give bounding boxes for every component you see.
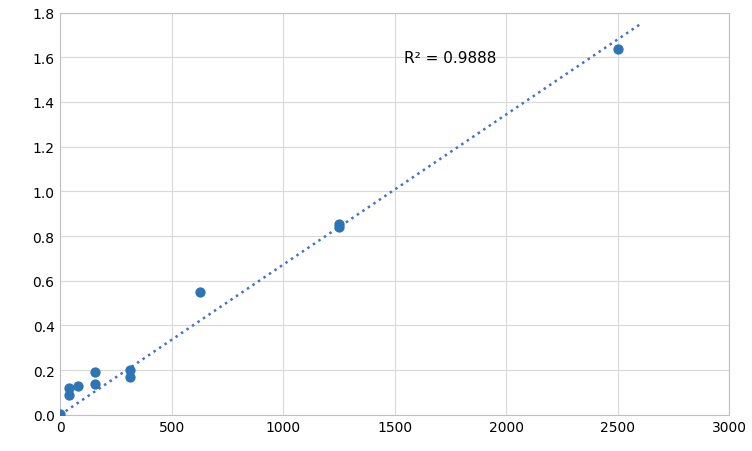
Point	[63, 391, 75, 399]
Point	[54, 411, 66, 418]
Point	[193, 289, 205, 296]
Point	[612, 47, 624, 54]
Point	[63, 385, 75, 392]
Point	[89, 380, 101, 387]
Point	[124, 367, 136, 374]
Point	[124, 373, 136, 381]
Point	[333, 221, 345, 228]
Text: R² = 0.9888: R² = 0.9888	[404, 51, 496, 66]
Point	[71, 382, 83, 390]
Point	[89, 369, 101, 376]
Point	[333, 224, 345, 231]
